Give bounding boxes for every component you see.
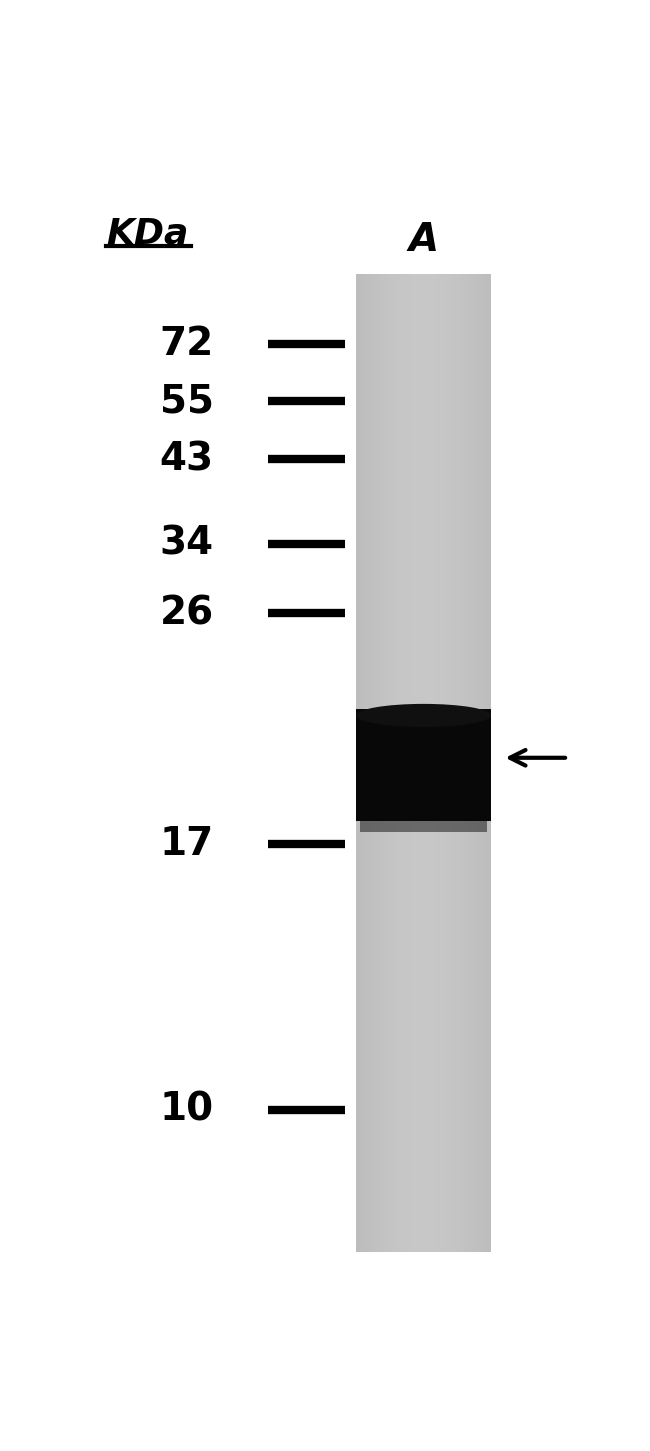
- Bar: [376, 274, 379, 1252]
- Bar: [372, 274, 374, 1252]
- Text: 72: 72: [159, 325, 214, 363]
- Bar: [381, 274, 384, 1252]
- Bar: [384, 274, 385, 1252]
- Bar: [399, 274, 401, 1252]
- Bar: [444, 274, 446, 1252]
- Bar: [469, 274, 471, 1252]
- Bar: [464, 274, 466, 1252]
- Bar: [478, 274, 480, 1252]
- Text: 26: 26: [160, 593, 214, 633]
- Bar: [439, 274, 441, 1252]
- Ellipse shape: [356, 704, 491, 727]
- Bar: [475, 274, 478, 1252]
- Text: 55: 55: [160, 382, 214, 421]
- Bar: [453, 274, 455, 1252]
- Bar: [390, 274, 392, 1252]
- Bar: [486, 274, 489, 1252]
- Bar: [396, 274, 399, 1252]
- Bar: [450, 274, 453, 1252]
- Bar: [435, 274, 437, 1252]
- Bar: [424, 274, 426, 1252]
- Bar: [363, 274, 365, 1252]
- Bar: [455, 274, 458, 1252]
- Bar: [471, 274, 473, 1252]
- Bar: [387, 274, 390, 1252]
- Bar: [448, 274, 450, 1252]
- Bar: [361, 274, 363, 1252]
- Bar: [367, 274, 370, 1252]
- Bar: [417, 274, 419, 1252]
- Bar: [360, 813, 487, 833]
- Bar: [392, 274, 395, 1252]
- Bar: [441, 274, 444, 1252]
- Bar: [365, 274, 367, 1252]
- Bar: [410, 274, 412, 1252]
- Bar: [446, 274, 448, 1252]
- Text: 17: 17: [159, 826, 214, 863]
- Bar: [356, 710, 491, 821]
- Bar: [370, 274, 372, 1252]
- Bar: [421, 274, 424, 1252]
- Bar: [401, 274, 404, 1252]
- Text: A: A: [409, 221, 439, 258]
- Bar: [473, 274, 475, 1252]
- Bar: [415, 274, 417, 1252]
- Bar: [385, 274, 387, 1252]
- Bar: [437, 274, 439, 1252]
- Bar: [466, 274, 469, 1252]
- Bar: [458, 274, 460, 1252]
- Bar: [374, 274, 376, 1252]
- Text: 10: 10: [160, 1091, 214, 1129]
- Bar: [404, 274, 406, 1252]
- Bar: [358, 274, 361, 1252]
- Bar: [379, 274, 381, 1252]
- Text: 43: 43: [160, 440, 214, 477]
- Bar: [356, 274, 491, 1252]
- Text: KDa: KDa: [106, 216, 188, 251]
- Bar: [460, 274, 461, 1252]
- Bar: [356, 274, 358, 1252]
- Bar: [428, 274, 430, 1252]
- Bar: [419, 274, 421, 1252]
- Bar: [462, 274, 464, 1252]
- Bar: [482, 274, 484, 1252]
- Bar: [412, 274, 415, 1252]
- Bar: [433, 274, 435, 1252]
- Bar: [395, 274, 396, 1252]
- Bar: [426, 274, 428, 1252]
- Bar: [430, 274, 433, 1252]
- Bar: [408, 274, 410, 1252]
- Text: 34: 34: [160, 525, 214, 563]
- Bar: [480, 274, 482, 1252]
- Bar: [489, 274, 491, 1252]
- Bar: [406, 274, 408, 1252]
- Bar: [484, 274, 486, 1252]
